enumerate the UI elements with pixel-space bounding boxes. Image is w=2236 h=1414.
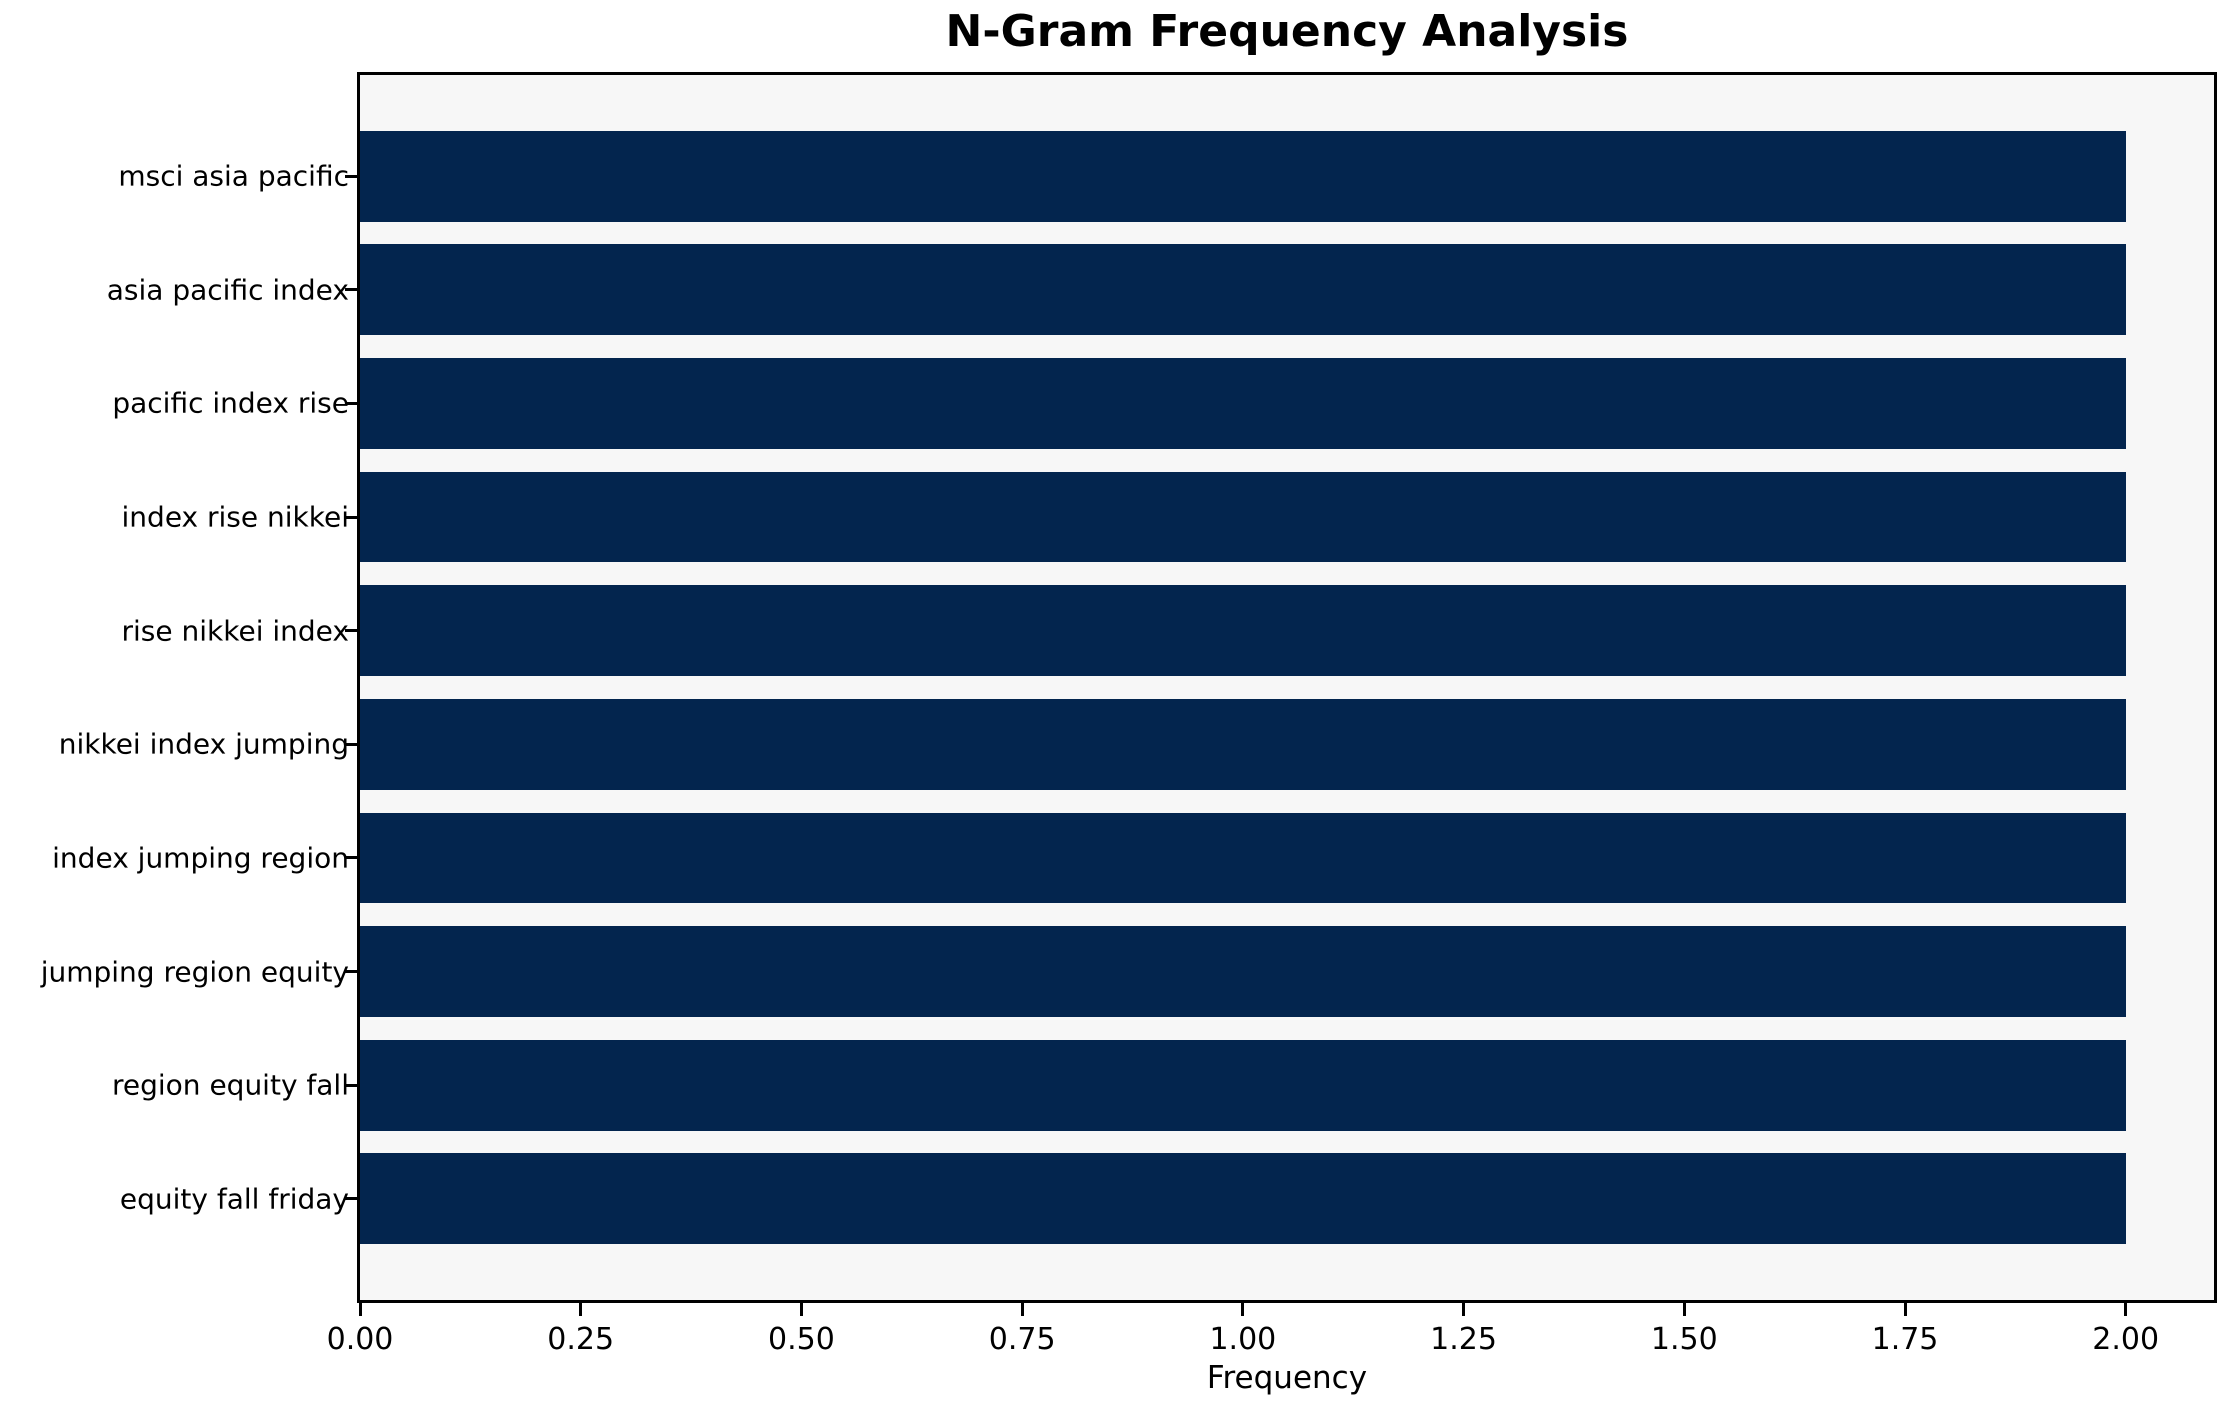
y-tick-mark (345, 970, 357, 974)
x-tick-label: 1.75 (1871, 1322, 1939, 1357)
x-tick-mark (2124, 1303, 2128, 1316)
y-tick-mark (345, 515, 357, 519)
y-tick-mark (345, 742, 357, 746)
bar-pacific-index-rise (360, 357, 2126, 449)
y-tick-label: equity fall friday (119, 1182, 349, 1216)
y-tick-label: jumping region equity (40, 955, 349, 989)
bar-index-jumping-region (360, 812, 2126, 904)
bar-rise-nikkei-index (360, 585, 2126, 677)
y-tick-label: rise nikkei index (121, 614, 349, 648)
bar-nikkei-index-jumping (360, 698, 2126, 790)
chart-title: N-Gram Frequency Analysis (945, 6, 1629, 57)
x-tick-label: 0.00 (326, 1322, 394, 1357)
y-tick-mark (345, 174, 357, 178)
x-tick-label: 1.50 (1650, 1322, 1718, 1357)
x-tick-mark (358, 1303, 362, 1316)
x-tick-mark (579, 1303, 583, 1316)
y-tick-label: index jumping region (52, 841, 349, 875)
x-tick-label: 0.50 (768, 1322, 835, 1357)
bar-jumping-region-equity (360, 926, 2126, 1018)
y-tick-label: asia pacific index (106, 273, 349, 307)
y-tick-mark (345, 288, 357, 292)
x-tick-mark (1682, 1303, 1686, 1316)
y-tick-mark (345, 856, 357, 860)
y-tick-label: region equity fall (111, 1068, 349, 1102)
bar-msci-asia-pacific (360, 130, 2126, 222)
x-tick-mark (799, 1303, 803, 1316)
x-tick-label: 1.00 (1209, 1322, 1277, 1357)
y-tick-label: index rise nikkei (121, 500, 349, 534)
y-tick-mark (345, 1083, 357, 1087)
y-tick-label: nikkei index jumping (58, 727, 349, 761)
y-tick-mark (345, 401, 357, 405)
bar-index-rise-nikkei (360, 471, 2126, 563)
x-axis-label: Frequency (1206, 1360, 1368, 1396)
y-tick-label: pacific index rise (112, 386, 349, 420)
y-tick-mark (345, 1197, 357, 1201)
bar-equity-fall-friday (360, 1153, 2126, 1245)
x-tick-mark (1903, 1303, 1907, 1316)
x-tick-label: 0.75 (988, 1322, 1056, 1357)
plot-area (357, 72, 2217, 1303)
x-tick-mark (1462, 1303, 1466, 1316)
y-tick-label: msci asia pacific (118, 159, 349, 193)
bar-region-equity-fall (360, 1039, 2126, 1131)
bar-asia-pacific-index (360, 244, 2126, 336)
x-tick-label: 2.00 (2092, 1322, 2160, 1357)
x-tick-label: 0.25 (547, 1322, 615, 1357)
x-tick-label: 1.25 (1430, 1322, 1497, 1357)
x-tick-mark (1241, 1303, 1245, 1316)
x-tick-mark (1020, 1303, 1024, 1316)
y-tick-mark (345, 629, 357, 633)
